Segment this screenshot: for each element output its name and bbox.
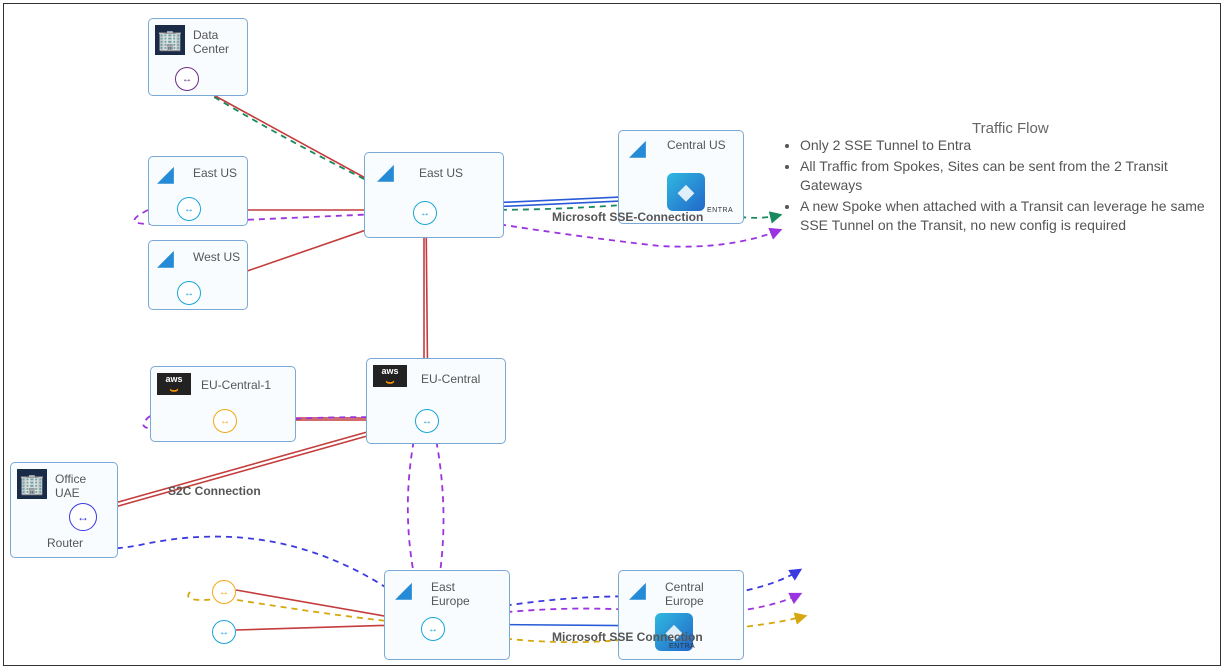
gateway-icon xyxy=(415,409,439,433)
node-label: West US xyxy=(193,251,241,265)
node-west-us-spoke: West US xyxy=(148,240,248,310)
diagram-frame xyxy=(3,3,1221,666)
gateway-icon xyxy=(413,201,437,225)
azure-icon xyxy=(629,577,646,603)
label-s2c: S2C Connection xyxy=(168,484,261,498)
node-label: East US xyxy=(193,167,241,181)
label-sse-us: Microsoft SSE-Connection xyxy=(552,210,703,224)
floating-gateway-icon xyxy=(212,620,236,644)
info-bullet: A new Spoke when attached with a Transit… xyxy=(800,197,1226,235)
gateway-icon xyxy=(213,409,237,433)
label-sse-eu: Microsoft SSE Connection xyxy=(552,630,703,644)
building-icon: 🏢 xyxy=(155,25,185,55)
azure-icon xyxy=(157,161,174,187)
aws-icon: aws xyxy=(157,373,191,395)
node-label: Central Europe xyxy=(665,581,729,609)
router-label: Router xyxy=(47,537,83,551)
gateway-icon xyxy=(177,197,201,221)
node-eu-central: aws EU-Central xyxy=(366,358,506,444)
gateway-icon xyxy=(175,67,199,91)
node-label: East Europe xyxy=(431,581,491,609)
entra-caption: ENTRA xyxy=(707,207,733,214)
node-label: Office UAE xyxy=(55,473,111,501)
node-label: East US xyxy=(419,167,463,181)
info-bullet: Only 2 SSE Tunnel to Entra xyxy=(800,136,1226,155)
router-icon xyxy=(69,503,97,531)
gateway-icon xyxy=(177,281,201,305)
aws-icon: aws xyxy=(373,365,407,387)
node-label: Central US xyxy=(667,139,727,153)
node-label: Data Center xyxy=(193,29,247,57)
node-office-uae: 🏢 Office UAE Router xyxy=(10,462,118,558)
azure-icon xyxy=(629,135,646,161)
node-label: EU-Central xyxy=(421,373,480,387)
node-central-europe: Central Europe ENTRA xyxy=(618,570,744,660)
info-bullet: All Traffic from Spokes, Sites can be se… xyxy=(800,157,1226,195)
node-eu-central-1: aws EU-Central-1 xyxy=(150,366,296,442)
node-east-us-spoke: East US xyxy=(148,156,248,226)
floating-gateway-icon xyxy=(212,580,236,604)
node-east-us-transit: East US xyxy=(364,152,504,238)
info-title: Traffic Flow xyxy=(972,120,1049,137)
node-east-europe: East Europe xyxy=(384,570,510,660)
info-bullets: Only 2 SSE Tunnel to Entra All Traffic f… xyxy=(780,136,1226,236)
node-label: EU-Central-1 xyxy=(201,379,271,393)
azure-icon xyxy=(157,245,174,271)
node-data-center: 🏢 Data Center xyxy=(148,18,248,96)
gateway-icon xyxy=(421,617,445,641)
building-icon: 🏢 xyxy=(17,469,47,499)
azure-icon xyxy=(395,577,412,603)
azure-icon xyxy=(377,159,394,185)
entra-icon xyxy=(667,173,705,211)
